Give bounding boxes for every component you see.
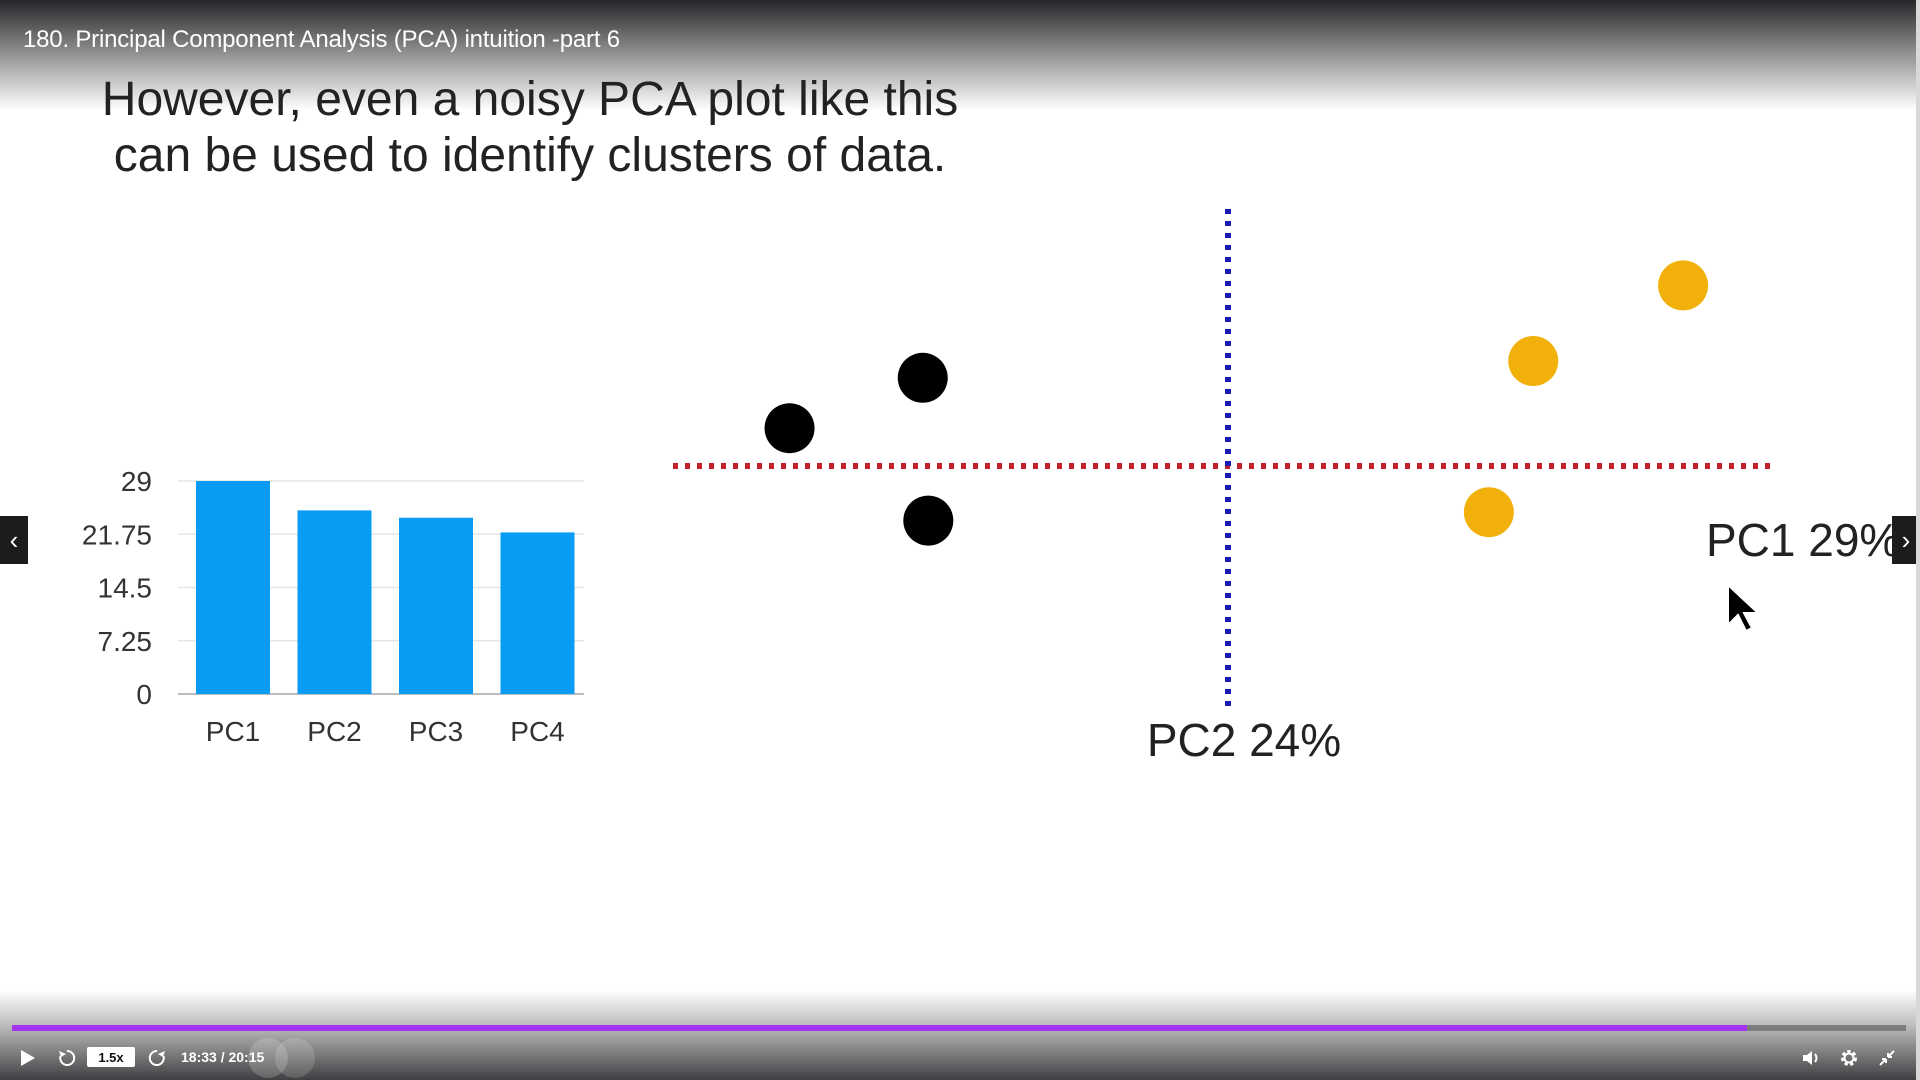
ghost-control xyxy=(248,1038,288,1078)
play-icon xyxy=(21,1050,35,1066)
y-tick-label: 29 xyxy=(121,466,152,497)
forward-button[interactable] xyxy=(142,1040,172,1076)
chevron-right-icon: › xyxy=(1901,525,1911,555)
progress-bar[interactable] xyxy=(12,1025,1906,1031)
x-tick-label: PC4 xyxy=(510,716,564,747)
time-display: 18:33 / 20:15 xyxy=(181,1049,265,1065)
x-tick-label: PC1 xyxy=(206,716,260,747)
data-point xyxy=(764,403,815,454)
x-tick-label: PC3 xyxy=(409,716,463,747)
y-tick-label: 21.75 xyxy=(82,519,152,550)
next-lecture-button[interactable]: › xyxy=(1892,516,1920,564)
previous-lecture-button[interactable]: ‹ xyxy=(0,516,28,564)
bar xyxy=(500,532,575,694)
y-tick-label: 7.25 xyxy=(98,626,153,657)
slide-heading-line-1: However, even a noisy PCA plot like this xyxy=(101,73,959,126)
playback-speed-button[interactable]: 1.5x xyxy=(87,1047,135,1067)
exit-fullscreen-button[interactable] xyxy=(1871,1040,1903,1076)
gear-icon xyxy=(1841,1050,1857,1066)
rewind-icon xyxy=(59,1049,76,1066)
bar xyxy=(297,510,372,694)
settings-button[interactable] xyxy=(1833,1040,1865,1076)
right-edge xyxy=(1916,0,1920,1080)
bar-chart: 29 21.75 14.5 7.25 0 PC1 PC2 PC3 PC4 xyxy=(82,466,584,747)
x-axis-label: PC1 29% xyxy=(1706,514,1900,566)
title-overlay xyxy=(0,0,1920,110)
mouse-cursor-icon xyxy=(1727,582,1761,633)
data-point xyxy=(1463,487,1514,538)
data-point xyxy=(1508,336,1559,386)
x-tick-label: PC2 xyxy=(307,716,361,747)
bar xyxy=(196,481,270,694)
y-axis-label: PC2 24% xyxy=(1147,714,1341,766)
data-point xyxy=(903,495,954,546)
progress-fill xyxy=(12,1025,1747,1031)
video-title: 180. Principal Component Analysis (PCA) … xyxy=(23,26,620,53)
chevron-left-icon: ‹ xyxy=(9,525,19,555)
bar xyxy=(399,517,473,694)
scatter-chart: PC1 29% PC2 24% xyxy=(673,209,1900,766)
data-point xyxy=(1658,260,1709,311)
rewind-button[interactable] xyxy=(52,1040,82,1076)
y-tick-label: 0 xyxy=(136,679,152,710)
controls-overlay xyxy=(0,990,1920,1080)
volume-icon xyxy=(1803,1051,1818,1065)
y-tick-label: 14.5 xyxy=(98,573,153,604)
play-button[interactable] xyxy=(10,1040,44,1076)
exit-fullscreen-icon xyxy=(1879,1050,1895,1066)
slide-heading: However, even a noisy PCA plot like this… xyxy=(80,72,980,184)
volume-button[interactable] xyxy=(1795,1040,1827,1076)
data-point xyxy=(897,352,948,403)
ghost-control xyxy=(275,1038,315,1078)
slide-heading-line-2: can be used to identify clusters of data… xyxy=(113,129,947,182)
forward-icon xyxy=(148,1049,165,1066)
